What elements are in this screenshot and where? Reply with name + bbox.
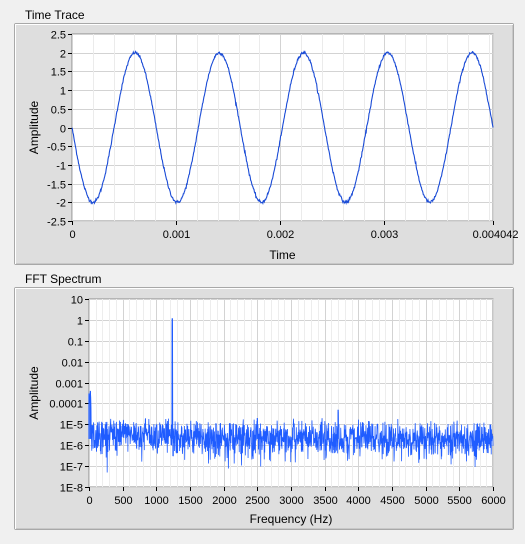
fft-x-tick-label: 5000 — [414, 495, 438, 507]
time-x-tick-label: 0.001 — [163, 229, 191, 241]
fft-y-tick-label: 1E-7 — [60, 462, 83, 474]
fft-x-tick-label: 5500 — [447, 495, 471, 507]
fft-x-tick-label: 4500 — [380, 495, 404, 507]
time-trace-title: Time Trace — [25, 8, 85, 22]
time-x-tick-label: 0.002 — [267, 229, 295, 241]
fft-x-tick-label: 1000 — [144, 495, 168, 507]
time-x-axis-label: Time — [269, 248, 296, 262]
fft-y-tick-label: 1E-5 — [60, 420, 83, 432]
time-trace-chart[interactable]: 2.521.510.50-0.5-1-1.5-2-2.50 0.001 0.002 0… — [0, 0, 525, 270]
fft-x-tick-label: 1500 — [178, 495, 202, 507]
fft-x-tick-label: 6000 — [481, 495, 505, 507]
time-y-tick-label: -1.5 — [47, 180, 66, 192]
fft-y-tick-label: 0.0001 — [49, 399, 83, 411]
fft-x-tick-label: 4000 — [346, 495, 370, 507]
time-y-tick-label: 1 — [60, 86, 66, 98]
fft-y-axis-label: Amplitude — [27, 366, 41, 420]
time-y-axis-label: Amplitude — [27, 101, 41, 155]
fft-spectrum-line — [88, 319, 494, 473]
time-x-tick-label: 0.003 — [371, 229, 399, 241]
time-y-tick-label: 2.5 — [51, 30, 66, 42]
fft-x-axis-label: Frequency (Hz) — [250, 512, 333, 526]
fft-x-tick-label: 3000 — [279, 495, 303, 507]
fft-y-tick-label: 0.01 — [62, 358, 83, 370]
time-x-tick-label: 0.004042 — [473, 229, 519, 241]
time-y-tick-label: 1.5 — [51, 67, 66, 79]
time-x-tick-label: 0 — [69, 229, 75, 241]
fft-x-tick-label: 3500 — [313, 495, 337, 507]
time-trace-line — [71, 50, 494, 206]
fft-x-tick-label: 0 — [86, 495, 92, 507]
time-y-tick-label: 0 — [60, 124, 66, 136]
fft-x-tick-label: 500 — [114, 495, 132, 507]
fft-y-tick-label: 0.1 — [68, 337, 83, 349]
time-y-tick-label: -2.5 — [47, 217, 66, 229]
time-y-tick-label: -0.5 — [47, 142, 66, 154]
time-y-tick-label: -1 — [56, 161, 66, 173]
fft-y-tick-label: 10 — [71, 295, 83, 307]
fft-y-tick-label: 1E-6 — [60, 441, 83, 453]
time-y-tick-label: 2 — [60, 49, 66, 61]
fft-y-tick-label: 0.001 — [55, 379, 83, 391]
fft-spectrum-title: FFT Spectrum — [25, 272, 102, 286]
time-y-tick-label: -2 — [56, 198, 66, 210]
time-y-tick-label: 0.5 — [51, 105, 66, 117]
fft-x-tick-label: 2000 — [212, 495, 236, 507]
fft-x-tick-label: 2500 — [245, 495, 269, 507]
fft-y-tick-label: 1 — [77, 316, 83, 328]
fft-y-tick-label: 1E-8 — [60, 483, 83, 495]
